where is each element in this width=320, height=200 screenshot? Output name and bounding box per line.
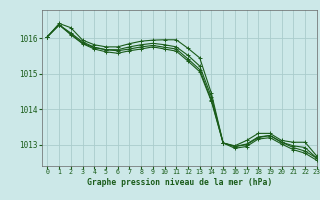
X-axis label: Graphe pression niveau de la mer (hPa): Graphe pression niveau de la mer (hPa) <box>87 178 272 187</box>
